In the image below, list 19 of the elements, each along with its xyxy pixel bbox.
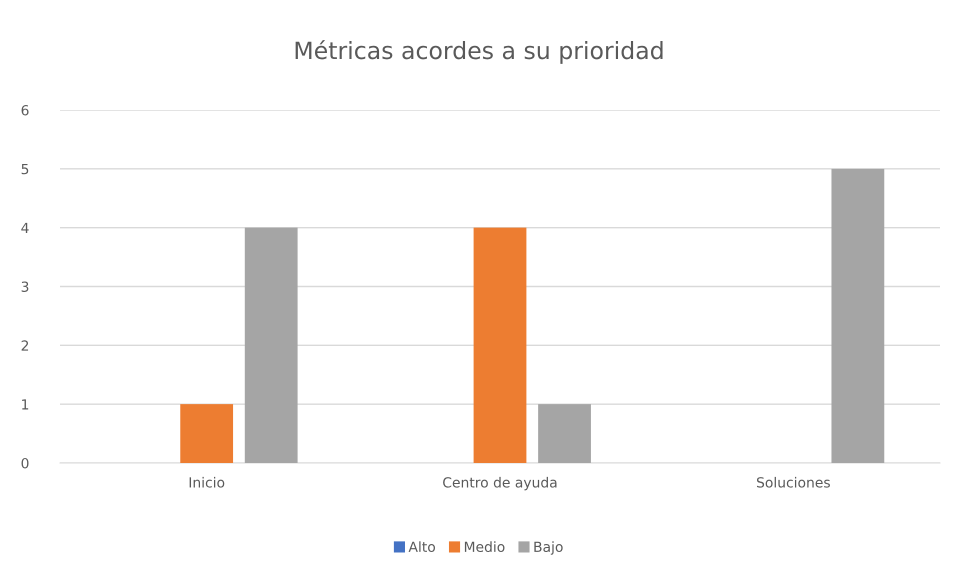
y-tick-label: 1 bbox=[22, 399, 28, 410]
legend-label: Bajo bbox=[534, 541, 563, 555]
chart-title: Métricas acordes a su prioridad bbox=[296, 40, 663, 64]
y-tick-label: 0 bbox=[22, 458, 29, 468]
bar bbox=[538, 404, 591, 463]
y-tick-label: 2 bbox=[22, 340, 28, 351]
x-tick-label: Inicio bbox=[190, 476, 224, 488]
y-tick-label: 5 bbox=[22, 164, 28, 174]
bar bbox=[831, 168, 884, 463]
x-tick-label: Soluciones bbox=[756, 476, 830, 488]
legend-label: Alto bbox=[408, 541, 436, 552]
y-tick-label: 3 bbox=[22, 281, 28, 292]
bar bbox=[474, 228, 526, 463]
bar bbox=[180, 404, 234, 463]
bar bbox=[244, 228, 298, 463]
x-tick-label: Centro de ayuda bbox=[443, 476, 556, 490]
y-tick-label: 4 bbox=[21, 222, 29, 233]
legend-label: Medio bbox=[464, 541, 504, 552]
y-tick-label: 6 bbox=[22, 104, 29, 116]
